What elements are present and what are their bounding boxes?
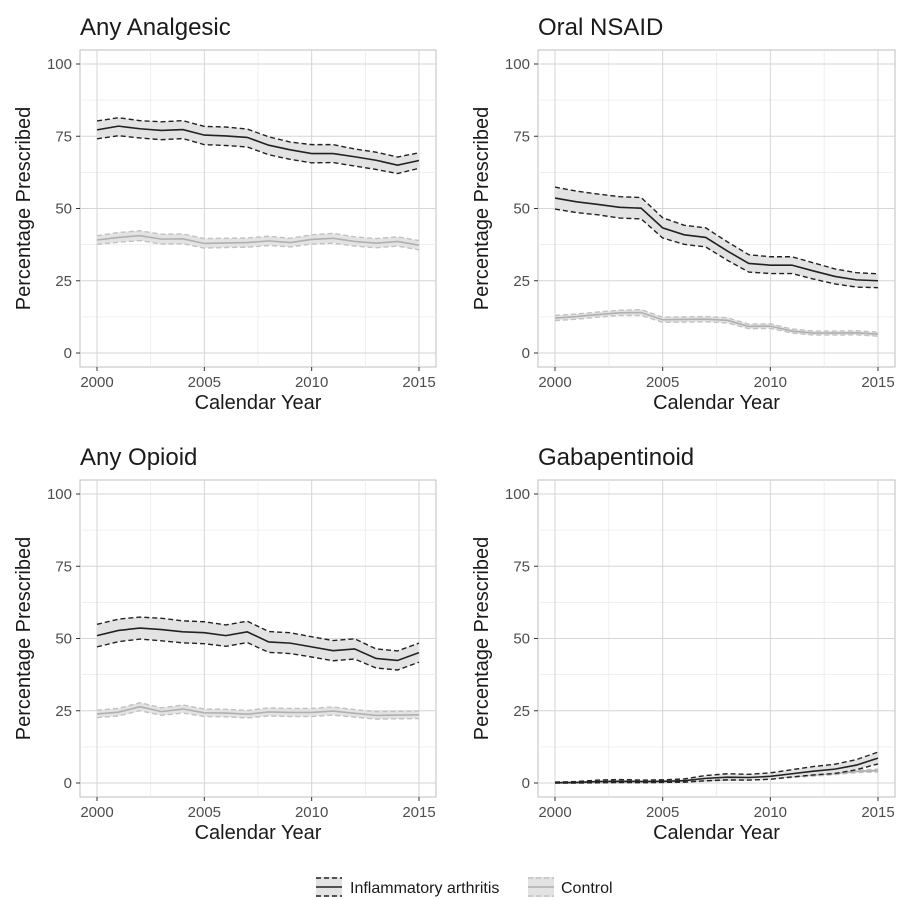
ci-lower-line — [96, 134, 420, 175]
ci-upper-line — [554, 751, 879, 783]
ci-band — [97, 230, 419, 250]
y-tick-label: 75 — [55, 558, 72, 575]
y-tick-label: 75 — [513, 128, 530, 145]
panel-title: Gabapentinoid — [538, 444, 694, 471]
panel-2: 0 25 50 75 100 2000 2005 2010 2015 Any Opioid Cale… — [13, 444, 437, 844]
legend-key — [316, 877, 342, 897]
x-axis-label: Calendar Year — [653, 822, 780, 844]
x-tick-label: 2000 — [538, 804, 571, 821]
y-tick-label: 0 — [522, 775, 530, 792]
ci-band — [97, 617, 419, 670]
x-tick-label: 2005 — [188, 374, 221, 391]
y-axis-label: Percentage Prescribed — [471, 107, 493, 310]
y-tick-label: 100 — [505, 56, 530, 73]
x-tick-label: 2015 — [402, 374, 435, 391]
ci-upper-line — [554, 308, 879, 333]
x-tick-label: 2010 — [295, 804, 328, 821]
ci-band — [555, 309, 878, 337]
y-tick-label: 0 — [64, 345, 72, 362]
legend-label: Control — [561, 880, 613, 897]
series-inflammatory-arthritis — [96, 117, 420, 175]
ci-lower-line — [554, 208, 879, 289]
y-tick-label: 50 — [513, 631, 530, 648]
y-tick-label: 0 — [64, 775, 72, 792]
y-tick-label: 100 — [47, 486, 72, 503]
y-tick-label: 25 — [513, 703, 530, 720]
ci-lower-line — [96, 239, 420, 251]
ci-lower-line — [554, 314, 879, 337]
panel-3: 0 25 50 75 100 2000 2005 2010 2015 Gabapentinoid C… — [471, 444, 896, 844]
legend-key — [528, 877, 554, 897]
x-tick-label: 2000 — [80, 374, 113, 391]
x-tick-label: 2005 — [646, 804, 679, 821]
series-line — [554, 757, 879, 784]
ci-lower-line — [96, 710, 420, 720]
y-axis-label: Percentage Prescribed — [13, 537, 35, 740]
x-tick-label: 2015 — [861, 804, 894, 821]
chart-panels: 0 25 50 75 100 2000 2005 2010 2015 Any Analgesic C… — [13, 14, 896, 844]
series-line — [554, 197, 879, 282]
y-axis-label: Percentage Prescribed — [13, 107, 35, 310]
panel-title: Any Analgesic — [80, 14, 231, 41]
series-inflammatory-arthritis — [96, 616, 420, 671]
y-tick-label: 25 — [55, 273, 72, 290]
x-tick-label: 2010 — [295, 374, 328, 391]
panel-1: 0 25 50 75 100 2000 2005 2010 2015 Oral NSAID Cale… — [471, 14, 896, 414]
ci-band — [97, 117, 419, 174]
ci-upper-line — [96, 616, 420, 652]
x-tick-label: 2015 — [861, 374, 894, 391]
x-tick-label: 2005 — [646, 374, 679, 391]
ci-lower-line — [555, 763, 879, 784]
series-line — [96, 627, 420, 662]
series-line — [554, 311, 879, 336]
series-line — [96, 234, 420, 246]
ci-upper-line — [96, 117, 420, 158]
y-tick-label: 0 — [522, 345, 530, 362]
series-inflammatory-arthritis — [554, 751, 879, 784]
series-control — [96, 230, 420, 251]
y-tick-label: 50 — [55, 201, 72, 218]
series-control — [554, 308, 879, 337]
x-axis-label: Calendar Year — [653, 392, 780, 414]
x-tick-label: 2015 — [402, 804, 435, 821]
y-tick-label: 75 — [55, 128, 72, 145]
legend: Inflammatory arthritis Control — [316, 877, 613, 897]
x-axis-label: Calendar Year — [195, 392, 322, 414]
x-tick-label: 2010 — [754, 804, 787, 821]
series-control — [96, 701, 420, 720]
y-tick-label: 75 — [513, 558, 530, 575]
ci-upper-line — [96, 230, 420, 242]
panel-title: Any Opioid — [80, 444, 197, 471]
panel-0: 0 25 50 75 100 2000 2005 2010 2015 Any Analgesic C… — [13, 14, 437, 414]
x-tick-label: 2010 — [754, 374, 787, 391]
ci-band — [555, 752, 878, 783]
y-tick-label: 25 — [55, 703, 72, 720]
x-tick-label: 2000 — [80, 804, 113, 821]
y-axis-label: Percentage Prescribed — [471, 537, 493, 740]
series-line — [96, 705, 420, 717]
y-tick-label: 100 — [505, 486, 530, 503]
ci-upper-line — [554, 186, 879, 275]
x-tick-label: 2000 — [538, 374, 571, 391]
panel-title: Oral NSAID — [538, 14, 663, 41]
ci-lower-line — [96, 638, 420, 671]
legend-item: Inflammatory arthritis — [316, 877, 499, 897]
legend-item: Control — [528, 877, 613, 897]
y-tick-label: 100 — [47, 56, 72, 73]
ci-upper-line — [96, 701, 420, 713]
ci-band — [555, 187, 878, 288]
legend-label: Inflammatory arthritis — [350, 880, 499, 897]
series-inflammatory-arthritis — [554, 186, 879, 289]
y-tick-label: 50 — [55, 631, 72, 648]
x-tick-label: 2005 — [188, 804, 221, 821]
x-axis-label: Calendar Year — [195, 822, 322, 844]
y-tick-label: 50 — [513, 201, 530, 218]
series-line — [96, 125, 420, 166]
y-tick-label: 25 — [513, 273, 530, 290]
